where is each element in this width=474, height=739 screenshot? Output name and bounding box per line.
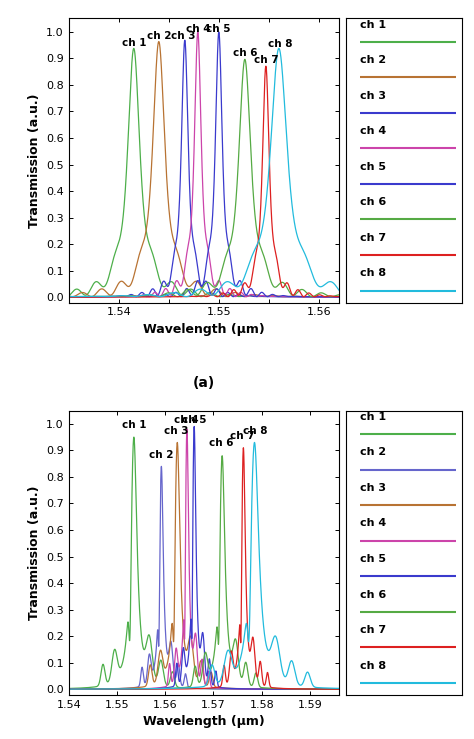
Text: ch 2: ch 2 bbox=[146, 31, 171, 41]
Text: ch 4: ch 4 bbox=[174, 415, 199, 425]
Text: ch 1: ch 1 bbox=[360, 20, 386, 30]
Text: ch 4: ch 4 bbox=[360, 519, 386, 528]
Text: ch 2: ch 2 bbox=[360, 447, 386, 457]
Text: ch 8: ch 8 bbox=[243, 426, 268, 436]
Text: ch 3: ch 3 bbox=[171, 31, 195, 41]
Text: ch 4: ch 4 bbox=[360, 126, 386, 137]
Text: ch 6: ch 6 bbox=[360, 197, 386, 208]
X-axis label: Wavelength (μm): Wavelength (μm) bbox=[143, 715, 264, 728]
Y-axis label: Transmission (a.u.): Transmission (a.u.) bbox=[27, 93, 41, 228]
Text: (a): (a) bbox=[193, 376, 215, 390]
Y-axis label: Transmission (a.u.): Transmission (a.u.) bbox=[27, 486, 41, 620]
Text: ch 6: ch 6 bbox=[360, 590, 386, 599]
Text: ch 7: ch 7 bbox=[360, 625, 386, 635]
Text: ch 4: ch 4 bbox=[185, 24, 210, 35]
Text: ch 2: ch 2 bbox=[149, 449, 173, 460]
Text: ch 3: ch 3 bbox=[164, 426, 189, 436]
Text: ch 5: ch 5 bbox=[360, 162, 386, 172]
Text: ch 1: ch 1 bbox=[122, 420, 146, 430]
Text: ch 1: ch 1 bbox=[360, 412, 386, 422]
X-axis label: Wavelength (μm): Wavelength (μm) bbox=[143, 323, 264, 336]
Text: ch 5: ch 5 bbox=[360, 554, 386, 564]
Text: ch 6: ch 6 bbox=[233, 48, 257, 58]
Text: ch 7: ch 7 bbox=[254, 55, 278, 65]
Text: ch 7: ch 7 bbox=[230, 431, 255, 441]
Text: ch 7: ch 7 bbox=[360, 233, 386, 243]
Text: ch 1: ch 1 bbox=[121, 38, 146, 48]
Text: ch 2: ch 2 bbox=[360, 55, 386, 65]
Text: ch 5: ch 5 bbox=[182, 415, 207, 425]
Text: ch 8: ch 8 bbox=[360, 661, 386, 670]
Text: ch 8: ch 8 bbox=[360, 268, 386, 279]
Text: ch 6: ch 6 bbox=[209, 437, 233, 448]
Text: ch 8: ch 8 bbox=[268, 39, 292, 49]
Text: ch 3: ch 3 bbox=[360, 91, 386, 101]
Text: ch 5: ch 5 bbox=[206, 24, 230, 35]
Text: ch 3: ch 3 bbox=[360, 483, 386, 493]
